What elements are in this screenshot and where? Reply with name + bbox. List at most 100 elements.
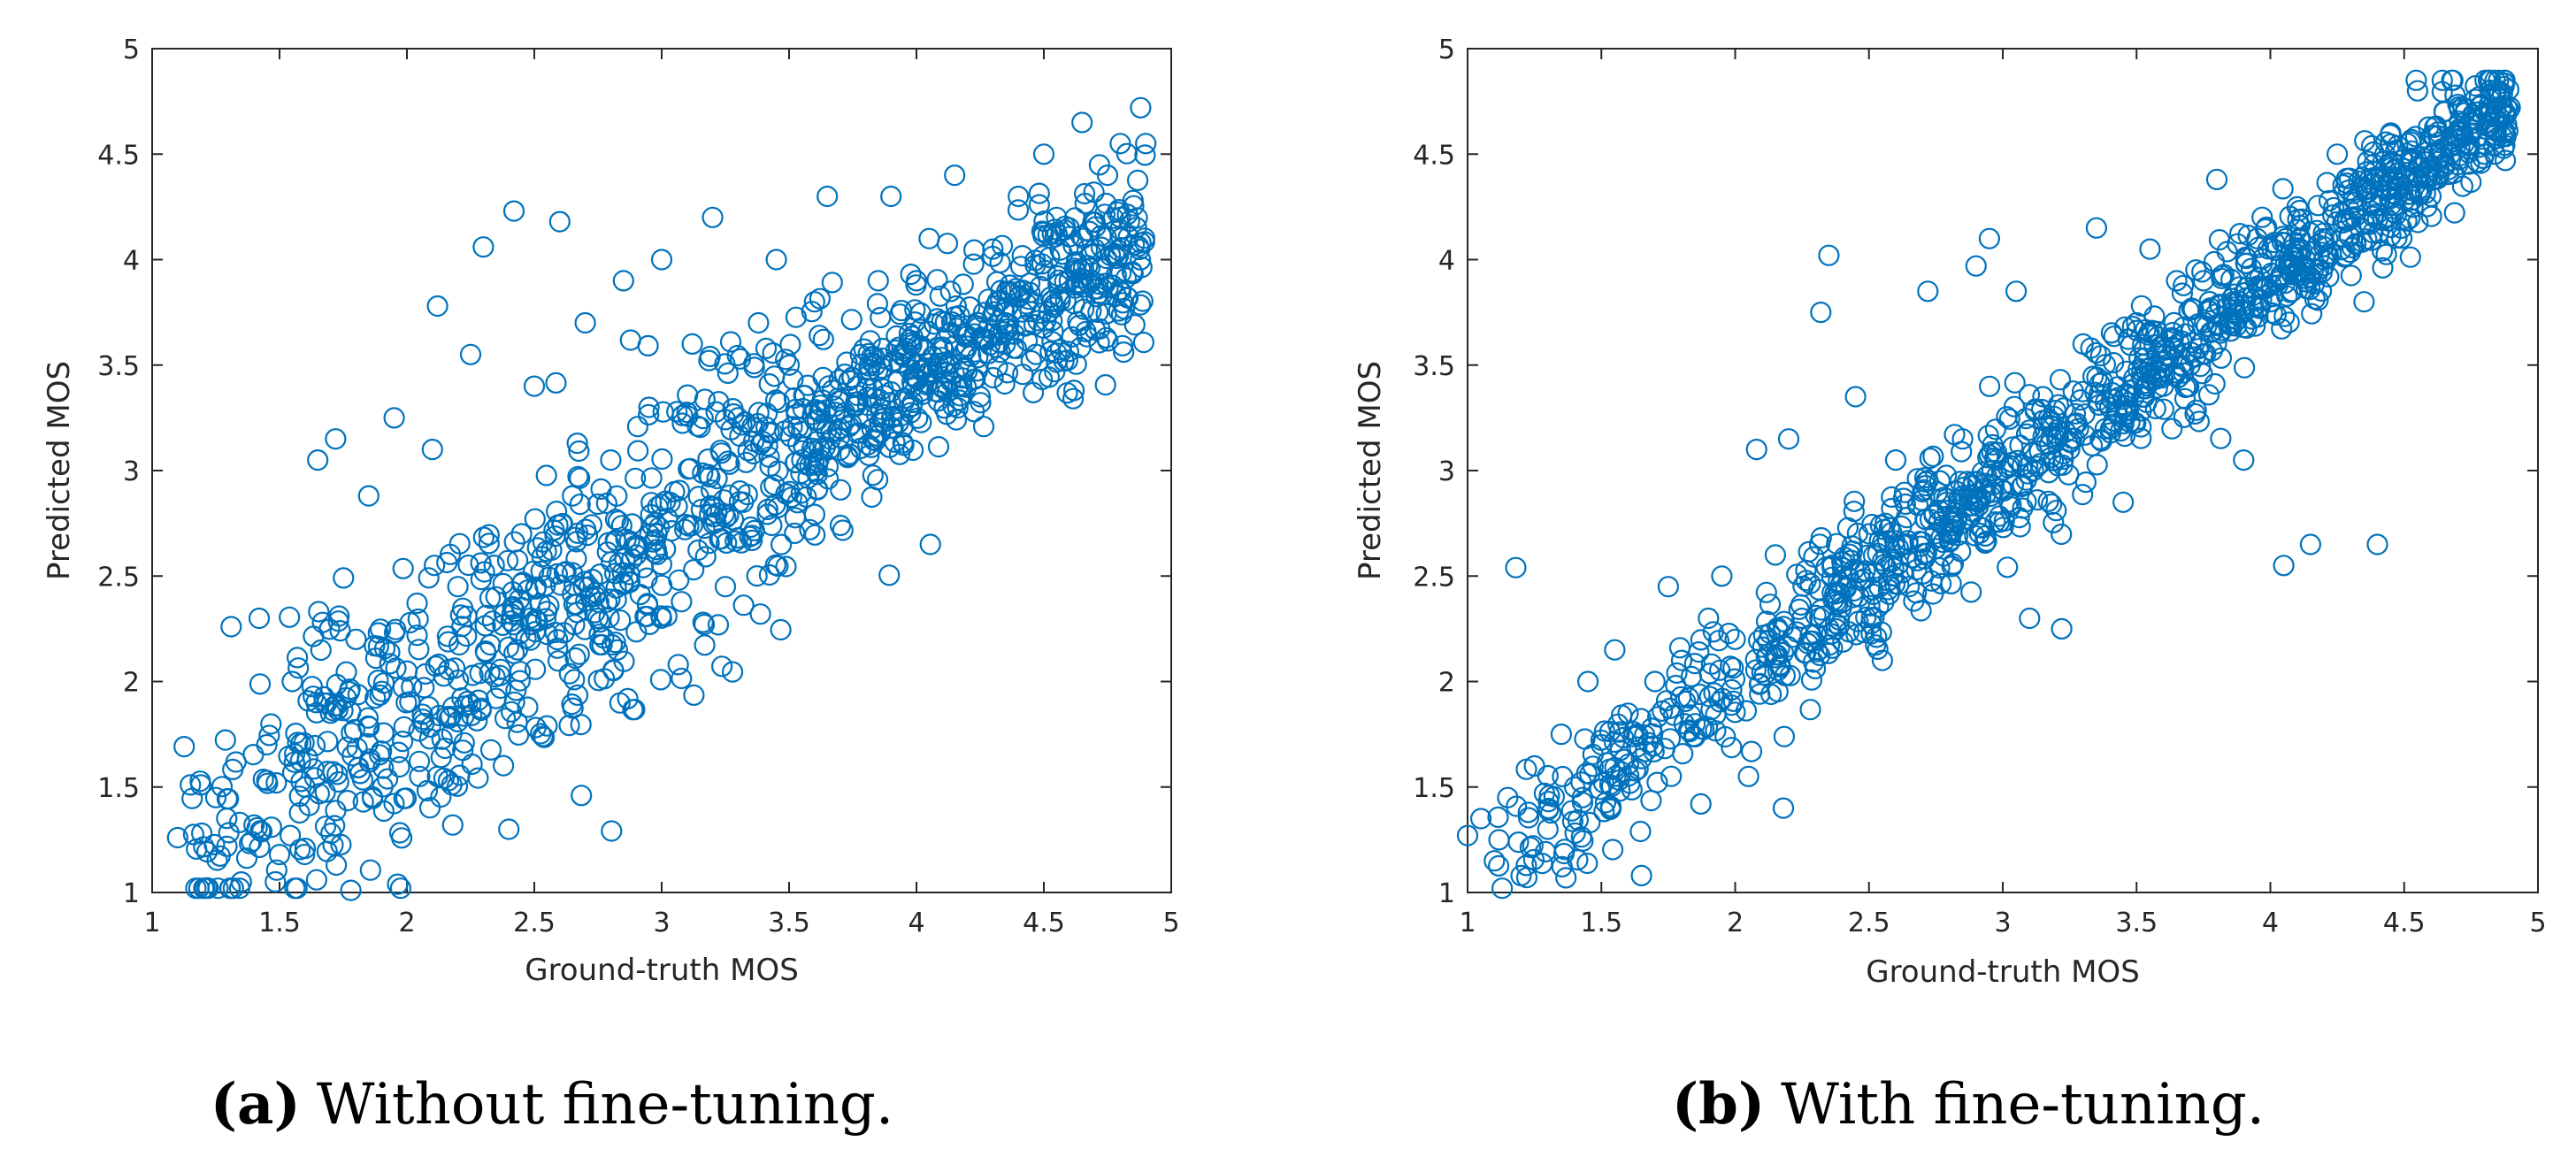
data-point	[1764, 544, 1787, 566]
data-point	[770, 533, 793, 555]
data-point	[548, 211, 571, 233]
data-point	[1491, 877, 1514, 900]
data-point	[567, 465, 589, 487]
x-tick-label: 1.5	[1580, 908, 1622, 938]
data-point	[2101, 388, 2123, 410]
data-point	[817, 375, 840, 397]
data-point	[2235, 246, 2257, 268]
data-point	[510, 596, 533, 619]
data-point	[434, 737, 456, 760]
data-point	[2338, 198, 2360, 220]
data-point	[718, 453, 740, 475]
data-point	[479, 633, 502, 656]
data-point	[947, 315, 970, 337]
data-point	[1083, 181, 1105, 203]
data-point	[1942, 507, 1964, 530]
data-point	[1644, 670, 1666, 693]
data-point	[383, 407, 405, 429]
data-point	[671, 591, 693, 613]
data-point	[2323, 196, 2345, 218]
data-point	[2064, 402, 2087, 425]
data-point	[466, 709, 488, 732]
data-point	[2399, 246, 2421, 268]
data-point	[650, 607, 672, 629]
data-point	[1134, 144, 1156, 166]
x-tick-label: 1	[1459, 908, 1476, 938]
data-point	[2425, 115, 2447, 137]
data-point	[326, 763, 349, 785]
data-point	[265, 859, 288, 881]
data-point	[2371, 240, 2394, 262]
data-point	[2390, 172, 2412, 195]
data-point	[683, 684, 705, 707]
data-point	[1772, 641, 1795, 664]
data-point	[867, 270, 889, 292]
data-point	[1097, 330, 1119, 352]
data-point	[1660, 765, 1683, 787]
data-point	[1809, 644, 1831, 667]
data-point	[816, 419, 838, 441]
data-point	[421, 439, 443, 461]
data-point	[568, 440, 590, 463]
data-point	[1537, 799, 1560, 821]
data-point	[1505, 556, 1527, 578]
data-point	[1099, 244, 1122, 266]
data-point	[694, 634, 716, 656]
data-point	[783, 387, 806, 410]
y-tick-label: 3	[1438, 456, 1455, 487]
data-point	[383, 622, 406, 644]
data-point	[2255, 276, 2277, 298]
data-point	[190, 774, 212, 796]
data-point	[2019, 419, 2041, 441]
data-point	[905, 368, 927, 390]
data-point	[2199, 321, 2221, 343]
x-tick-label: 4	[2262, 908, 2279, 938]
data-point	[805, 460, 827, 482]
data-point	[391, 827, 413, 849]
data-point	[900, 264, 922, 286]
data-point	[1604, 639, 1626, 661]
data-point	[1844, 386, 1867, 408]
data-point	[503, 531, 525, 553]
data-point	[416, 779, 439, 802]
data-point	[1061, 326, 1083, 348]
data-point	[850, 353, 873, 375]
data-point	[333, 567, 355, 589]
data-point	[762, 342, 784, 364]
data-point	[804, 399, 826, 421]
data-point	[2130, 427, 2152, 449]
data-point	[2143, 305, 2166, 327]
data-point	[246, 816, 268, 839]
data-point	[667, 654, 689, 676]
caption-label-a: (a)	[211, 1071, 301, 1138]
data-point	[640, 503, 662, 526]
data-point	[1856, 544, 1878, 567]
data-point	[849, 437, 872, 459]
data-point	[565, 548, 587, 570]
data-point	[644, 541, 666, 564]
data-point	[1095, 303, 1117, 325]
data-point	[905, 274, 927, 296]
data-point	[1724, 628, 1746, 650]
data-point	[622, 699, 644, 721]
data-point	[1875, 555, 1898, 578]
data-point	[2278, 311, 2300, 333]
data-point	[2015, 490, 2037, 513]
data-point	[1996, 406, 2018, 428]
data-point	[2420, 205, 2442, 227]
data-point	[265, 771, 288, 794]
data-point	[893, 387, 916, 410]
data-point	[1800, 669, 1823, 691]
data-point	[689, 417, 711, 439]
data-point	[2441, 69, 2463, 91]
data-point	[1910, 600, 1932, 622]
data-point	[2170, 354, 2192, 376]
data-point	[2286, 240, 2308, 262]
data-point	[723, 402, 745, 425]
data-point	[947, 397, 969, 419]
data-point	[1672, 742, 1694, 765]
data-point	[2205, 168, 2228, 190]
data-point	[379, 653, 401, 675]
data-point	[743, 519, 765, 542]
data-point	[2220, 287, 2242, 310]
